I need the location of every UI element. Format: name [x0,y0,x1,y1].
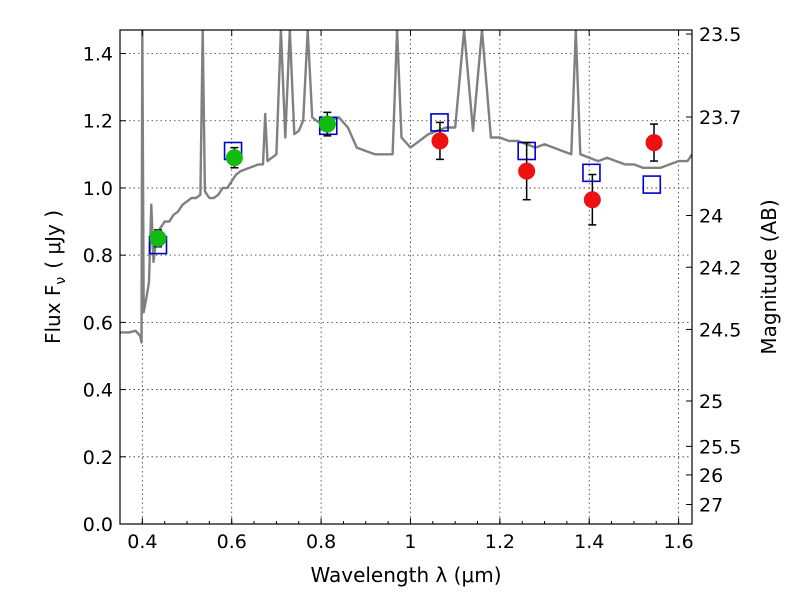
y-tick-label: 0.6 [83,312,113,334]
y2-tick-label: 24.2 [699,257,741,279]
grid-layer [120,30,692,525]
data-point [431,132,449,150]
y-axis-title-subscript: ν [53,277,69,285]
data-point [149,229,167,247]
x-tick-label: 1 [404,531,416,553]
y2-tick-label: 26 [699,465,723,487]
plot-frame [119,29,693,525]
data-point [518,162,536,180]
y2-tick-label: 23.5 [699,24,741,46]
y-axis-title-main: Flux F [41,285,65,344]
y-tick-label: 1.2 [83,111,113,133]
marker-layer [148,111,663,255]
x-tick-label: 0.8 [306,531,336,553]
y2-axis-title: Magnitude (AB) [757,199,781,354]
y-tick-label: 0.8 [83,245,113,267]
y2-tick-label: 23.7 [699,107,741,129]
y-tick-label: 0.4 [83,380,113,402]
y-tick-label: 0.2 [83,447,113,469]
y-tick-label: 1.4 [83,44,113,66]
y-tick-label: 0.0 [83,514,113,536]
data-point [225,149,243,167]
x-axis-title: Wavelength λ (μm) [310,563,501,587]
y-tick-label: 1.0 [83,178,113,200]
tick-layer [120,30,692,525]
x-tick-label: 1.6 [663,531,693,553]
model-square-marker [642,175,662,194]
y2-tick-label: 24 [699,206,723,228]
y2-tick-label: 25.5 [699,436,741,458]
model-spectrum-line [120,30,692,344]
y-axis-title-unit: ( μJy ) [41,210,65,269]
model-spectrum-layer [120,30,692,344]
plot-area [120,30,692,344]
x-tick-label: 1.2 [485,531,515,553]
x-tick-label: 0.4 [127,531,157,553]
y2-tick-label: 27 [699,495,723,517]
y2-tick-label: 25 [699,391,723,413]
x-tick-label: 0.6 [217,531,247,553]
data-point [318,115,336,133]
data-point [645,134,663,152]
data-point [583,191,601,209]
y-axis-title: Flux Fν ( μJy ) [41,210,69,344]
x-tick-label: 1.4 [574,531,604,553]
tick-label-layer: 0.4 0.6 0.8 1 1.2 1.4 1.6 0.0 0.2 0.4 0.6 0.8 1.0 1.2… [83,24,742,553]
model-square-marker [582,163,601,183]
y2-tick-label: 24.5 [699,319,741,341]
